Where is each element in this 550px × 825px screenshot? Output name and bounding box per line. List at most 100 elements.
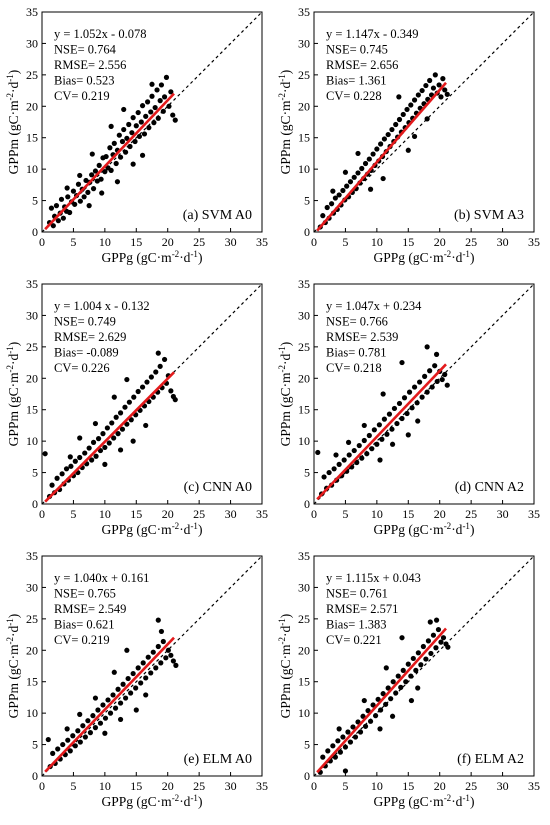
- data-point: [90, 439, 97, 445]
- data-point: [359, 455, 365, 461]
- data-point: [370, 702, 376, 708]
- x-tick-label: 35: [528, 507, 540, 521]
- y-tick-label: 25: [298, 68, 310, 82]
- data-point: [423, 82, 429, 89]
- data-point: [145, 99, 151, 105]
- stat-annotation: NSE= 0.764: [54, 43, 117, 57]
- data-point: [132, 138, 138, 145]
- data-point: [126, 121, 132, 128]
- y-axis-label: GPPm (gC·m-2·d-1): [5, 614, 21, 719]
- y-tick-label: 30: [26, 36, 38, 50]
- data-point: [423, 656, 429, 662]
- data-point: [330, 743, 336, 749]
- x-tick-label: 30: [497, 507, 509, 521]
- y-axis-label: GPPm (gC·m-2·d-1): [277, 614, 293, 719]
- data-point: [70, 733, 76, 739]
- data-point: [54, 475, 60, 481]
- data-point: [82, 450, 88, 456]
- x-axis-label: GPPg (gC·m-2·d-1): [374, 793, 475, 809]
- data-point: [93, 453, 99, 459]
- x-tick-label: 35: [256, 779, 268, 793]
- data-point: [324, 204, 330, 211]
- data-point: [64, 726, 70, 732]
- data-point: [90, 186, 97, 192]
- data-point: [420, 643, 426, 650]
- stat-annotation: Bias= 0.781: [326, 346, 387, 360]
- stat-annotation: CV= 0.226: [54, 361, 110, 375]
- data-point: [107, 710, 114, 716]
- data-point: [172, 117, 178, 123]
- x-axis-label: GPPg (gC·m-2·d-1): [374, 249, 475, 265]
- data-point: [347, 739, 354, 745]
- data-point: [377, 726, 383, 732]
- y-axis-label: GPPm (gC·m-2·d-1): [277, 70, 293, 175]
- data-point: [60, 741, 66, 748]
- y-tick-label: 20: [298, 643, 310, 657]
- data-point: [75, 181, 82, 187]
- data-point: [389, 441, 396, 447]
- data-point: [124, 647, 130, 653]
- stat-annotation: y = 1.047x + 0.234: [326, 299, 422, 313]
- data-point: [163, 74, 170, 80]
- data-point: [77, 454, 83, 461]
- regression-line: [44, 371, 175, 503]
- data-point: [117, 716, 124, 723]
- data-point: [81, 194, 87, 200]
- x-tick-label: 25: [465, 507, 477, 521]
- data-point: [404, 106, 410, 113]
- data-point: [160, 108, 166, 114]
- panel-label: (a) SVM A0: [183, 208, 252, 223]
- data-point: [408, 673, 414, 679]
- stat-annotation: RMSE= 2.571: [326, 602, 398, 616]
- data-point: [50, 750, 56, 756]
- x-tick-label: 25: [193, 235, 205, 249]
- y-axis-label: GPPm (gC·m-2·d-1): [5, 70, 21, 175]
- panel-label: (f) ELM A2: [457, 752, 524, 767]
- data-point: [325, 748, 331, 754]
- y-tick-label: 10: [298, 434, 310, 448]
- x-tick-label: 20: [162, 235, 174, 249]
- y-tick-label: 0: [304, 769, 310, 783]
- data-point: [445, 644, 451, 650]
- stat-annotation: y = 1.004 x - 0.132: [54, 299, 150, 313]
- data-point: [95, 436, 102, 442]
- data-point: [111, 394, 117, 400]
- data-point: [72, 743, 78, 749]
- data-point: [124, 421, 130, 427]
- y-tick-label: 35: [298, 5, 310, 19]
- panel-label: (e) ELM A0: [184, 752, 252, 767]
- data-point: [104, 425, 110, 431]
- data-point: [117, 410, 124, 416]
- data-point: [355, 719, 361, 725]
- one-to-one-line: [313, 555, 535, 777]
- data-point: [113, 414, 119, 420]
- data-point: [346, 452, 352, 458]
- data-point: [92, 168, 99, 174]
- data-point: [362, 160, 369, 167]
- panel-label: (b) SVM A3: [454, 208, 524, 223]
- x-tick-label: 10: [371, 235, 383, 249]
- data-point: [166, 103, 172, 109]
- data-point: [170, 112, 176, 118]
- data-point: [399, 415, 405, 422]
- data-point: [121, 126, 127, 133]
- data-point: [92, 695, 99, 701]
- data-point: [375, 696, 381, 702]
- data-point: [50, 223, 56, 229]
- data-point: [367, 718, 374, 724]
- x-axis-label: GPPg (gC·m-2·d-1): [102, 793, 203, 809]
- data-point: [121, 106, 127, 113]
- data-point: [48, 205, 55, 211]
- data-point: [92, 420, 99, 427]
- data-point: [411, 97, 418, 103]
- data-point: [390, 679, 396, 685]
- data-point: [102, 715, 109, 721]
- plot-frame: [313, 283, 535, 505]
- y-tick-label: 25: [26, 68, 38, 82]
- regression-line: [44, 92, 175, 231]
- data-point: [417, 379, 423, 385]
- data-point: [168, 388, 174, 394]
- data-point: [355, 150, 361, 157]
- data-point: [143, 675, 149, 681]
- stat-annotation: NSE= 0.761: [326, 587, 388, 601]
